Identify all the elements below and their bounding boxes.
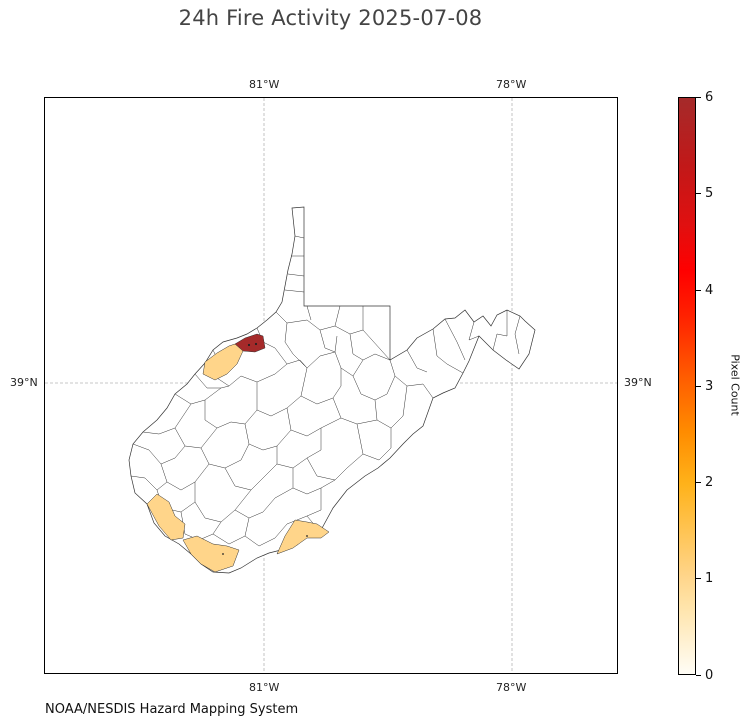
west-virginia-outline: [128, 206, 536, 574]
colorbar: [678, 97, 696, 675]
top-lon-label-81w: 81°W: [249, 78, 280, 91]
colorbar-label-3: 3: [705, 379, 714, 394]
colorbar-label-0: 0: [705, 668, 714, 683]
county-fire-count-1-north: [202, 343, 244, 381]
colorbar-label-2: 2: [705, 475, 714, 490]
county-fire-count-6: [234, 333, 266, 353]
fire-detection-points: [222, 342, 308, 555]
map-panel: [44, 97, 618, 674]
colorbar-title: Pixel Count: [728, 354, 742, 416]
colorbar-tick-1: [696, 578, 701, 579]
colorbar-label-5: 5: [705, 186, 714, 201]
colorbar-label-4: 4: [705, 283, 714, 298]
county-fire-count-1-southwest: [146, 493, 186, 541]
map-title: 24h Fire Activity 2025-07-08: [178, 6, 483, 30]
colorbar-label-1: 1: [705, 571, 714, 586]
county-boundaries: [130, 235, 521, 547]
colorbar-tick-4: [696, 290, 701, 291]
left-lat-label-39n: 39°N: [10, 376, 38, 389]
top-lon-label-78w: 78°W: [496, 78, 527, 91]
colorbar-tick-3: [696, 386, 701, 387]
colorbar-label-6: 6: [705, 90, 714, 105]
bottom-lon-label-78w: 78°W: [496, 681, 527, 694]
colorbar-tick-6: [696, 97, 701, 98]
county-fire-count-1-southeast: [276, 519, 330, 555]
bottom-lon-label-81w: 81°W: [249, 681, 280, 694]
colorbar-tick-5: [696, 193, 701, 194]
source-credit: NOAA/NESDIS Hazard Mapping System: [45, 702, 299, 717]
map-canvas: [45, 98, 617, 673]
colorbar-tick-0: [696, 675, 701, 676]
right-lat-label-39n: 39°N: [624, 376, 652, 389]
county-fire-count-1-south: [182, 535, 240, 573]
colorbar-tick-2: [696, 482, 701, 483]
